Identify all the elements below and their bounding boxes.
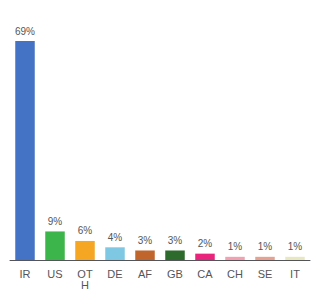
svg-text:OT: OT <box>77 267 93 280</box>
svg-text:GB: GB <box>167 268 183 280</box>
svg-text:9%: 9% <box>48 216 63 227</box>
svg-text:AF: AF <box>138 268 152 280</box>
svg-text:69%: 69% <box>15 26 35 37</box>
svg-text:2%: 2% <box>198 238 213 249</box>
svg-text:SE: SE <box>258 268 273 280</box>
svg-text:CA: CA <box>197 268 213 280</box>
svg-text:1%: 1% <box>228 241 243 252</box>
svg-text:6%: 6% <box>78 225 93 236</box>
svg-text:3%: 3% <box>138 235 153 246</box>
svg-text:1%: 1% <box>288 241 303 252</box>
svg-text:IT: IT <box>290 268 300 280</box>
svg-text:H: H <box>81 279 89 291</box>
svg-text:US: US <box>47 268 62 280</box>
svg-text:3%: 3% <box>168 235 183 246</box>
svg-text:IR: IR <box>20 268 31 280</box>
svg-text:DE: DE <box>107 268 122 280</box>
svg-text:CH: CH <box>227 268 243 280</box>
svg-text:4%: 4% <box>108 232 123 243</box>
svg-text:1%: 1% <box>258 241 273 252</box>
